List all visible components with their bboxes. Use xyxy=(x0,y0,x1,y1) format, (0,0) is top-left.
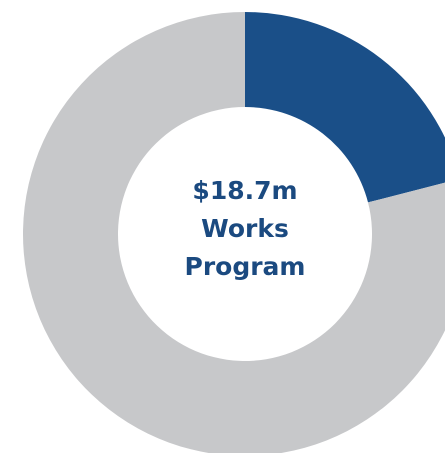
donut-segment xyxy=(245,12,445,203)
center-label: Program xyxy=(185,252,306,281)
donut-segment xyxy=(23,12,445,453)
center-label: $18.7m xyxy=(192,176,297,205)
center-label: Works xyxy=(201,214,289,243)
